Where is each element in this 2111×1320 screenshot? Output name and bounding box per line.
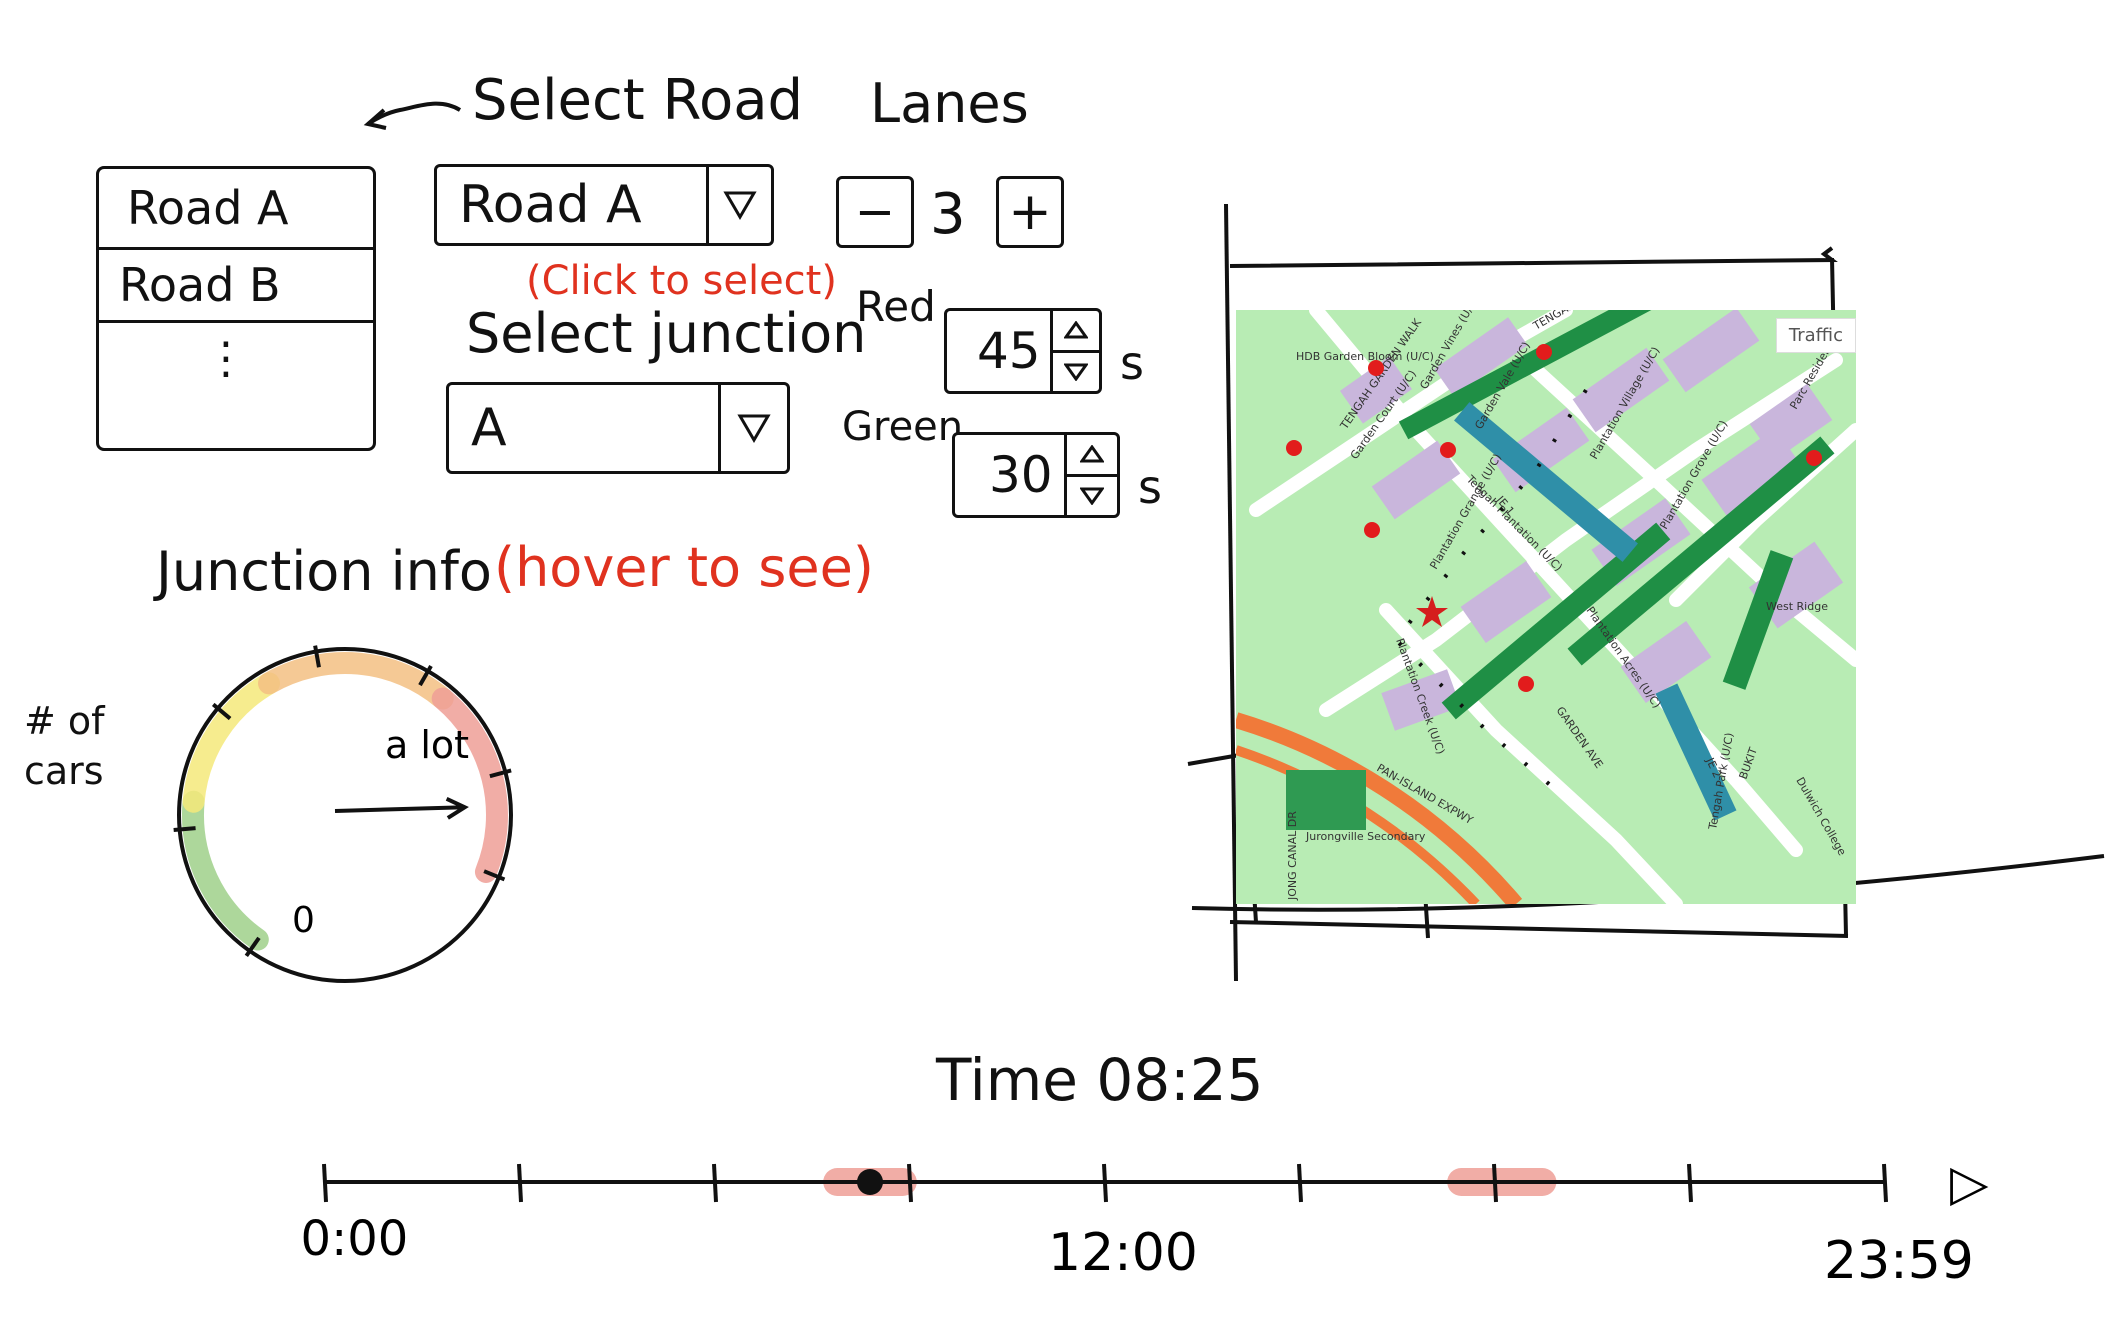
map-junctions [1286, 344, 1822, 692]
time-label-mid: 12:00 [1048, 1223, 1198, 1283]
gauge-title-line2: cars [24, 749, 104, 793]
map-school-field [1286, 770, 1366, 830]
gauge-tick [173, 826, 196, 832]
lanes-title: Lanes [870, 72, 1029, 135]
junction-select[interactable]: A [446, 382, 790, 474]
gauge-tick [483, 869, 506, 882]
traffic-layer-button[interactable]: Traffic [1775, 318, 1856, 353]
time-slider-thumb[interactable] [857, 1169, 883, 1195]
back-arrow-icon[interactable] [360, 88, 470, 138]
time-tick [1297, 1163, 1303, 1203]
red-duration-stepper[interactable]: 45 [944, 308, 1102, 394]
green-duration-unit: s [1138, 460, 1162, 514]
road-list-more: ⋮ [204, 333, 248, 384]
road-select[interactable]: Road A [434, 164, 774, 246]
map-junction-marker[interactable] [1286, 440, 1302, 456]
green-duration-label: Green [842, 404, 964, 450]
map-view[interactable]: HDB Garden Bloom (U/C) TENGAH GARDEN WALK… [1236, 310, 1856, 904]
map-label: Dulwich College [1793, 775, 1848, 858]
chevron-down-icon[interactable] [706, 167, 771, 243]
time-slider[interactable]: 00:00 12:00 23:59 ▷ [300, 1120, 2000, 1320]
car-count-gauge: a lot 0 [173, 645, 513, 983]
map-rail-je2 [1655, 683, 1737, 821]
select-road-title: Select Road [472, 68, 804, 133]
gauge-tick [418, 665, 433, 687]
map-label: TENGAH [1530, 310, 1577, 333]
map-canvas: HDB Garden Bloom (U/C)TENGAH GARDEN WALK… [1236, 310, 1856, 904]
gauge-tick [211, 702, 232, 721]
red-duration-unit: s [1120, 336, 1144, 390]
map-label: Jurongville Secondary [1305, 830, 1426, 843]
road-list-item[interactable]: Road A [99, 169, 373, 250]
gauge-band-low [182, 790, 269, 951]
map-label: HDB Garden Bloom (U/C) [1296, 350, 1434, 363]
map-label: West Ridge [1766, 600, 1828, 613]
gauge-label-max: a lot [385, 723, 469, 767]
time-tick [517, 1163, 523, 1203]
time-tick [1102, 1163, 1108, 1203]
map-park-strips [1398, 310, 1835, 720]
green-duration-arrows[interactable] [1064, 435, 1117, 515]
gauge-ticks [173, 645, 512, 958]
time-slider-ticks [322, 1163, 1888, 1203]
gauge-needle [334, 805, 465, 813]
time-tick [1492, 1163, 1498, 1203]
map-junction-marker[interactable] [1806, 450, 1822, 466]
gauge-band-max [431, 687, 508, 883]
gauge-band-high [258, 652, 454, 710]
green-duration-stepper[interactable]: 30 [952, 432, 1120, 518]
map-label: GARDEN AVE [1554, 704, 1606, 771]
map-junction-marker[interactable] [1440, 442, 1456, 458]
time-tick [1687, 1163, 1693, 1203]
time-label-end: 23:59 [1824, 1231, 1974, 1291]
red-duration-value: 45 [977, 322, 1041, 380]
road-select-value: Road A [459, 175, 642, 235]
chevron-down-icon[interactable] [1053, 353, 1099, 392]
gauge-tick [313, 645, 321, 668]
red-duration-label: Red [856, 282, 936, 331]
gauge-tick [489, 768, 512, 779]
gauge-title: # of cars [24, 696, 105, 796]
time-tick [712, 1163, 718, 1203]
map-label: JONG CANAL DR [1286, 811, 1299, 901]
red-duration-arrows[interactable] [1050, 311, 1099, 391]
chevron-down-icon[interactable] [1067, 477, 1117, 516]
map-rail-je1 [1454, 402, 1638, 562]
map-junction-marker[interactable] [1518, 676, 1534, 692]
time-tick [1882, 1163, 1888, 1203]
junction-info-label: Junction info [156, 540, 492, 603]
gauge-ring [177, 647, 513, 983]
gauge-needle-head [445, 797, 469, 820]
map-junction-marker[interactable] [1368, 360, 1384, 376]
gauge-title-line1: # of [24, 699, 105, 743]
gauge-band-mid [182, 672, 280, 813]
time-title: Time 08:25 [936, 1046, 1264, 1114]
time-tick [907, 1163, 913, 1203]
map-junction-marker[interactable] [1536, 344, 1552, 360]
select-junction-title: Select junction [466, 302, 867, 365]
lanes-decrement-button[interactable]: − [836, 176, 914, 248]
time-tick [322, 1163, 328, 1203]
chevron-up-icon[interactable] [1067, 435, 1117, 477]
map-expressway [1236, 712, 1523, 904]
chevron-down-icon[interactable] [718, 385, 787, 471]
gauge-label-min: 0 [292, 900, 315, 941]
lanes-value: 3 [930, 182, 966, 247]
lanes-increment-button[interactable]: + [996, 176, 1064, 248]
road-select-hint: (Click to select) [526, 258, 837, 304]
gauge-tick [244, 936, 261, 958]
chevron-up-icon[interactable] [1053, 311, 1099, 353]
road-list: Road A Road B ⋮ [96, 166, 376, 451]
junction-info-hint: (hover to see) [494, 536, 874, 599]
road-list-item[interactable]: Road B [99, 250, 373, 323]
time-label-start: 00:00 [300, 1211, 408, 1267]
play-icon[interactable]: ▷ [1950, 1154, 1989, 1212]
junction-select-value: A [471, 398, 507, 458]
star-icon [1416, 596, 1448, 627]
map-junction-marker[interactable] [1364, 522, 1380, 538]
map-label: BUKIT [1737, 746, 1761, 782]
green-duration-value: 30 [989, 446, 1053, 504]
